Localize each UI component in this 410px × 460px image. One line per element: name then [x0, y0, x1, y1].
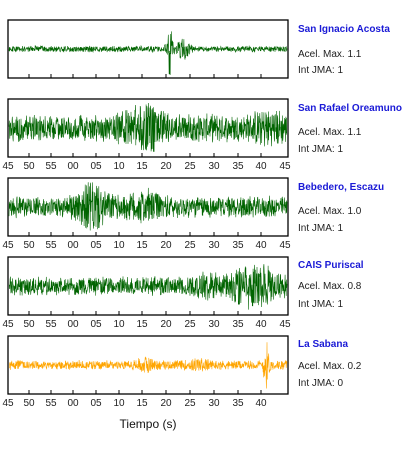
int-jma-label: Int JMA: 1: [298, 144, 343, 155]
x-tick-label: 40: [255, 319, 267, 330]
x-tick-label: 30: [208, 240, 220, 251]
x-tick-label: 00: [67, 240, 79, 251]
x-tick-label: 40: [255, 398, 267, 409]
acel-max-label: Acel. Max. 0.8: [298, 281, 362, 292]
station-name: San Rafael Oreamuno: [298, 103, 402, 114]
x-tick-label: 20: [160, 240, 172, 251]
acel-max-label: Acel. Max. 1.1: [298, 49, 362, 60]
x-tick-label: 45: [279, 161, 291, 172]
int-jma-label: Int JMA: 1: [298, 223, 343, 234]
x-tick-label: 55: [45, 161, 57, 172]
x-tick-label: 50: [23, 319, 35, 330]
x-tick-label: 15: [136, 161, 148, 172]
panel-la-sabana: 45 50 55 00 05 10 15 20 25 30 35 40 La Sabana Acel.…: [2, 335, 362, 409]
x-tick-label: 50: [23, 161, 35, 172]
x-tick-label: 25: [184, 240, 196, 251]
x-tick-label: 05: [90, 398, 102, 409]
x-tick-label: 35: [232, 240, 244, 251]
station-name: La Sabana: [298, 339, 348, 350]
station-name: Bebedero, Escazu: [298, 182, 384, 193]
x-tick-label: 55: [45, 319, 57, 330]
x-tick-label: 15: [136, 319, 148, 330]
panel-bebedero: 45 50 55 00 05 10 15 20 25 30 35 40 45 Bebedero, Esc…: [2, 177, 384, 251]
int-jma-label: Int JMA: 1: [298, 299, 343, 310]
x-tick-label: 45: [2, 161, 14, 172]
x-tick-label: 20: [160, 319, 172, 330]
x-tick-label: 30: [208, 398, 220, 409]
x-axis-label: Tiempo (s): [120, 417, 177, 431]
x-tick-label: 40: [255, 161, 267, 172]
waveform-trace: [9, 264, 288, 310]
x-axis-ticks: 45 50 55 00 05 10 15 20 25 30 35 40: [2, 390, 267, 409]
x-tick-label: 25: [184, 398, 196, 409]
x-tick-label: 40: [255, 240, 267, 251]
acel-max-label: Acel. Max. 1.0: [298, 206, 362, 217]
waveform-trace: [8, 182, 288, 231]
x-tick-label: 50: [23, 398, 35, 409]
x-tick-label: 05: [90, 319, 102, 330]
int-jma-label: Int JMA: 0: [298, 378, 343, 389]
x-tick-label: 05: [90, 240, 102, 251]
x-tick-label: 50: [23, 240, 35, 251]
plot-frame: [7, 19, 289, 79]
x-tick-label: 00: [67, 398, 79, 409]
x-tick-label: 20: [160, 161, 172, 172]
x-tick-label: 05: [90, 161, 102, 172]
int-jma-label: Int JMA: 1: [298, 65, 343, 76]
x-tick-label: 10: [113, 319, 125, 330]
x-axis-ticks: 45 50 55 00 05 10 15 20 25 30 35 40 45: [2, 153, 291, 172]
waveform-trace: [8, 102, 288, 152]
x-tick-label: 10: [113, 240, 125, 251]
x-tick-label: 45: [2, 319, 14, 330]
waveform-trace: [8, 342, 288, 389]
x-tick-label: 45: [279, 319, 291, 330]
x-tick-label: 30: [208, 319, 220, 330]
x-tick-label: 10: [113, 161, 125, 172]
x-tick-label: 55: [45, 240, 57, 251]
acel-max-label: Acel. Max. 0.2: [298, 361, 362, 372]
station-name: San Ignacio Acosta: [298, 24, 390, 35]
x-tick-label: 35: [232, 161, 244, 172]
x-axis-ticks: 45 50 55 00 05 10 15 20 25 30 35 40 45: [2, 311, 291, 330]
plot-frame: [7, 98, 289, 158]
x-tick-label: 30: [208, 161, 220, 172]
plot-frame: [7, 177, 289, 237]
acel-max-label: Acel. Max. 1.1: [298, 127, 362, 138]
panel-san-ignacio: San Ignacio Acosta Acel. Max. 1.1 Int JM…: [7, 19, 390, 79]
plot-frame: [7, 256, 289, 316]
x-tick-label: 25: [184, 161, 196, 172]
plot-frame: [7, 335, 289, 395]
x-tick-label: 35: [232, 398, 244, 409]
station-name: CAIS Puriscal: [298, 260, 364, 271]
x-tick-label: 25: [184, 319, 196, 330]
x-tick-label: 10: [113, 398, 125, 409]
x-tick-label: 45: [279, 240, 291, 251]
x-tick-label: 45: [2, 398, 14, 409]
x-tick-label: 15: [136, 240, 148, 251]
x-axis-ticks: 45 50 55 00 05 10 15 20 25 30 35 40 45: [2, 232, 291, 251]
x-tick-label: 20: [160, 398, 172, 409]
x-tick-label: 15: [136, 398, 148, 409]
panel-san-rafael: 45 50 55 00 05 10 15 20 25 30 35 40 45 San Rafael Or…: [2, 98, 402, 172]
x-axis-ticks: [28, 74, 262, 78]
panel-cais-puriscal: 45 50 55 00 05 10 15 20 25 30 35 40 45 CAIS Puriscal…: [2, 256, 364, 330]
x-tick-label: 35: [232, 319, 244, 330]
x-tick-label: 00: [67, 319, 79, 330]
x-tick-label: 00: [67, 161, 79, 172]
x-tick-label: 55: [45, 398, 57, 409]
waveform-trace: [8, 31, 288, 75]
x-tick-label: 45: [2, 240, 14, 251]
